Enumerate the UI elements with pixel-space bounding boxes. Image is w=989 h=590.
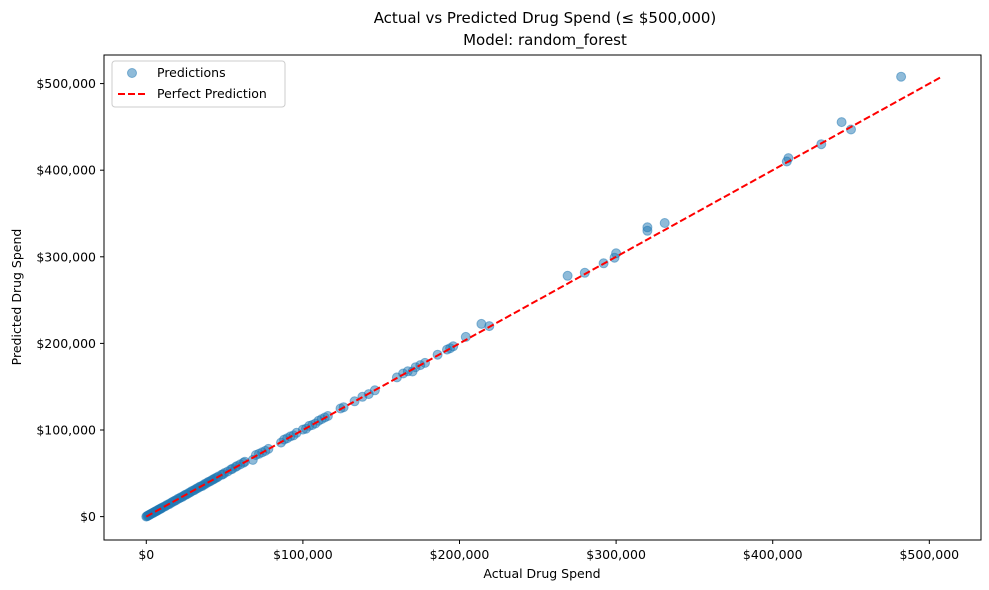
data-point xyxy=(611,248,622,259)
y-axis-label: Predicted Drug Spend xyxy=(9,229,24,366)
x-axis-label: Actual Drug Spend xyxy=(483,566,600,581)
data-point xyxy=(896,71,907,82)
perfect-prediction-layer xyxy=(145,75,943,518)
x-axis: $0 $100,000 $200,000 $300,000 $400,000 $500,0… xyxy=(138,540,959,562)
x-tick-label: $400,000 xyxy=(743,547,803,562)
data-point xyxy=(836,117,847,128)
x-tick-label: $500,000 xyxy=(899,547,959,562)
legend: Predictions Perfect Prediction xyxy=(111,60,286,108)
y-tick-label: $300,000 xyxy=(36,249,96,264)
data-point xyxy=(659,218,670,228)
legend-box xyxy=(111,60,286,108)
y-tick-label: $0 xyxy=(80,509,96,524)
perfect-prediction-line xyxy=(145,75,943,518)
x-tick-label: $100,000 xyxy=(273,547,333,562)
legend-label-perfect-prediction: Perfect Prediction xyxy=(157,86,267,101)
y-tick-label: $400,000 xyxy=(36,163,96,178)
legend-marker-predictions xyxy=(127,68,137,78)
data-point xyxy=(322,411,333,421)
x-tick-label: $300,000 xyxy=(586,547,646,562)
data-point xyxy=(263,443,274,454)
data-point xyxy=(579,267,590,278)
chart-title: Actual vs Predicted Drug Spend (≤ $500,0… xyxy=(374,9,717,27)
chart-subtitle: Model: random_forest xyxy=(463,31,627,50)
y-tick-label: $100,000 xyxy=(36,423,96,438)
x-tick-label: $0 xyxy=(138,547,154,562)
y-tick-label: $500,000 xyxy=(36,76,96,91)
legend-label-predictions: Predictions xyxy=(157,65,226,80)
plot-frame xyxy=(103,54,982,541)
points-layer xyxy=(141,71,907,522)
data-point xyxy=(562,270,573,281)
data-point xyxy=(642,222,653,233)
y-tick-label: $200,000 xyxy=(36,336,96,351)
x-tick-label: $200,000 xyxy=(430,547,490,562)
y-axis: $0 $100,000 $200,000 $300,000 $400,000 $500,0… xyxy=(36,76,104,524)
